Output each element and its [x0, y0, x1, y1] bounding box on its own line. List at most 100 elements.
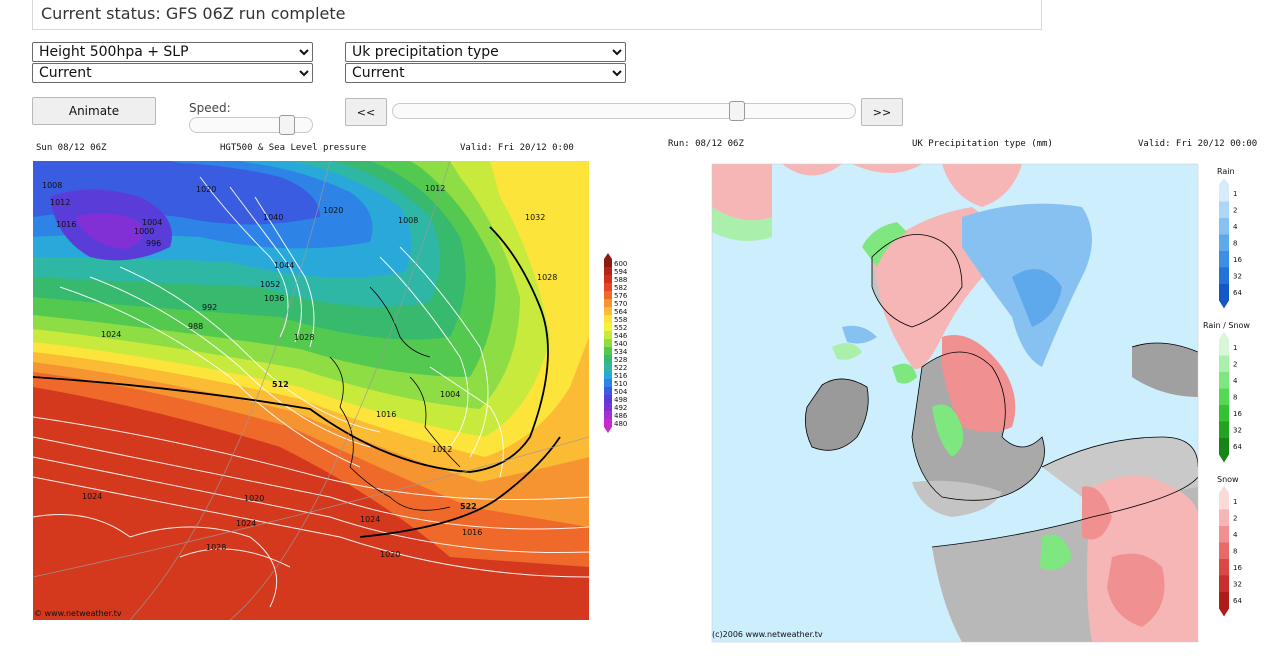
- svg-text:1008: 1008: [42, 181, 62, 190]
- precip-legends: Rain 1 2 4 8 16 32 64 Rain / Snow 1 2 4 8 16 32 64 Snow 1…: [1203, 167, 1250, 617]
- legend-top-arrow: [1219, 486, 1229, 493]
- colorbar-swatch: [604, 395, 612, 403]
- right-map-svg: Rain 1 2 4 8 16 32 64 Rain / Snow 1 2 4 8 16 32 64 Snow 1…: [711, 163, 1250, 643]
- legend-tick-label: 8: [1233, 240, 1237, 248]
- svg-text:1044: 1044: [274, 261, 294, 270]
- svg-text:1032: 1032: [525, 213, 545, 222]
- legend-tick-label: 4: [1233, 223, 1238, 231]
- pressure-labels: 1008 1012 1016 1020 1004 1000 996 992 98…: [42, 181, 557, 559]
- precip-field: [712, 164, 1198, 642]
- legend-swatch: [1219, 218, 1229, 235]
- speed-slider-thumb[interactable]: [279, 115, 295, 135]
- svg-text:1012: 1012: [425, 184, 445, 193]
- colorbar-swatch: [604, 419, 612, 427]
- legend-swatch: [1219, 372, 1229, 389]
- timeline-slider[interactable]: [392, 101, 856, 121]
- colorbar-tick-label: 510: [614, 380, 627, 388]
- legend-swatch: [1219, 559, 1229, 576]
- left-map-footer: © www.netweather.tv: [34, 609, 122, 618]
- animate-button[interactable]: Animate: [32, 97, 156, 125]
- svg-text:1016: 1016: [376, 410, 396, 419]
- svg-text:1020: 1020: [196, 185, 216, 194]
- next-frame-button[interactable]: >>: [861, 98, 903, 126]
- legend-swatch: [1219, 267, 1229, 284]
- left-map-run-label: Sun 08/12 06Z: [36, 143, 107, 153]
- colorbar-bottom-arrow: [604, 427, 612, 433]
- legend-tick-label: 2: [1233, 361, 1237, 369]
- colorbar-swatch: [604, 275, 612, 283]
- legend-swatch: [1219, 201, 1229, 218]
- legend-swatch: [1219, 438, 1229, 455]
- colorbar-tick-label: 582: [614, 284, 627, 292]
- legend-tick-label: 1: [1233, 344, 1237, 352]
- colorbar-swatch: [604, 347, 612, 355]
- svg-text:1020: 1020: [244, 494, 264, 503]
- chart-type-select-left[interactable]: Height 500hpa + SLP: [32, 42, 313, 62]
- legend-swatch: [1219, 339, 1229, 356]
- legend-tick-label: 2: [1233, 207, 1237, 215]
- colorbar-swatch: [604, 299, 612, 307]
- chart-type-select-right[interactable]: Uk precipitation type: [345, 42, 626, 62]
- time-select-left[interactable]: Current: [32, 63, 313, 83]
- legend-swatch: [1219, 284, 1229, 301]
- legend-tick-label: 16: [1233, 564, 1242, 572]
- legend-bottom-arrow: [1219, 300, 1229, 309]
- svg-text:1024: 1024: [360, 515, 380, 524]
- svg-text:1028: 1028: [206, 543, 226, 552]
- legend-tick-label: 64: [1233, 443, 1242, 451]
- legend-swatch: [1219, 542, 1229, 559]
- svg-text:1024: 1024: [236, 519, 256, 528]
- legend-tick-label: 1: [1233, 498, 1237, 506]
- colorbar-tick-label: 600: [614, 260, 627, 268]
- legend-tick-label: 1: [1233, 190, 1237, 198]
- colorbar-tick-label: 576: [614, 292, 628, 300]
- legend-top-arrow: [1219, 332, 1229, 339]
- right-map-title: UK Precipitation type (mm): [912, 139, 1053, 149]
- legend-tick-label: 16: [1233, 410, 1242, 418]
- colorbar-swatch: [604, 355, 612, 363]
- speed-label: Speed:: [189, 101, 231, 115]
- legend-tick-label: 2: [1233, 515, 1237, 523]
- svg-text:1008: 1008: [398, 216, 418, 225]
- legend-tick-label: 8: [1233, 394, 1237, 402]
- legend-tick-label: 4: [1233, 531, 1238, 539]
- colorbar-swatch: [604, 387, 612, 395]
- previous-frame-button[interactable]: <<: [345, 98, 387, 126]
- right-map-run-label: Run: 08/12 06Z: [668, 139, 744, 149]
- colorbar-swatch: [604, 331, 612, 339]
- svg-text:992: 992: [202, 303, 217, 312]
- right-map-footer: (c)2006 www.netweather.tv: [712, 630, 823, 639]
- legend-swatch: [1219, 509, 1229, 526]
- svg-text:1028: 1028: [294, 333, 314, 342]
- colorbar-tick-label: 492: [614, 404, 627, 412]
- colorbar-swatch: [604, 379, 612, 387]
- left-map-valid-label: Valid: Fri 20/12 0:00: [460, 143, 574, 153]
- colorbar-swatch: [604, 411, 612, 419]
- svg-text:1040: 1040: [263, 213, 283, 222]
- colorbar-tick-label: 516: [614, 372, 628, 380]
- svg-text:1016: 1016: [462, 528, 482, 537]
- colorbar-tick-label: 546: [614, 332, 628, 340]
- colorbar-top-arrow: [604, 253, 612, 259]
- legend-tick-label: 32: [1233, 427, 1242, 435]
- right-map-valid-label: Valid: Fri 20/12 00:00: [1138, 139, 1258, 149]
- colorbar-swatch: [604, 363, 612, 371]
- status-text: Current status: GFS 06Z run complete: [41, 4, 346, 23]
- colorbar-tick-label: 504: [614, 388, 628, 396]
- svg-text:1024: 1024: [101, 330, 121, 339]
- svg-text:1028: 1028: [537, 273, 557, 282]
- svg-text:1052: 1052: [260, 280, 280, 289]
- legend-swatch: [1219, 388, 1229, 405]
- left-map-svg: 1008 1012 1016 1020 1004 1000 996 992 98…: [33, 161, 628, 620]
- svg-text:1020: 1020: [323, 206, 343, 215]
- svg-text:1004: 1004: [142, 218, 162, 227]
- timeline-slider-thumb[interactable]: [729, 101, 745, 121]
- legend-title: Rain: [1217, 167, 1235, 176]
- legend-bottom-arrow: [1219, 454, 1229, 463]
- time-select-right[interactable]: Current: [345, 63, 626, 83]
- legend-swatch: [1219, 526, 1229, 543]
- colorbar-tick-label: 486: [614, 412, 628, 420]
- height-label-522: 522: [460, 502, 477, 511]
- colorbar-swatch: [604, 371, 612, 379]
- speed-slider[interactable]: [189, 115, 313, 135]
